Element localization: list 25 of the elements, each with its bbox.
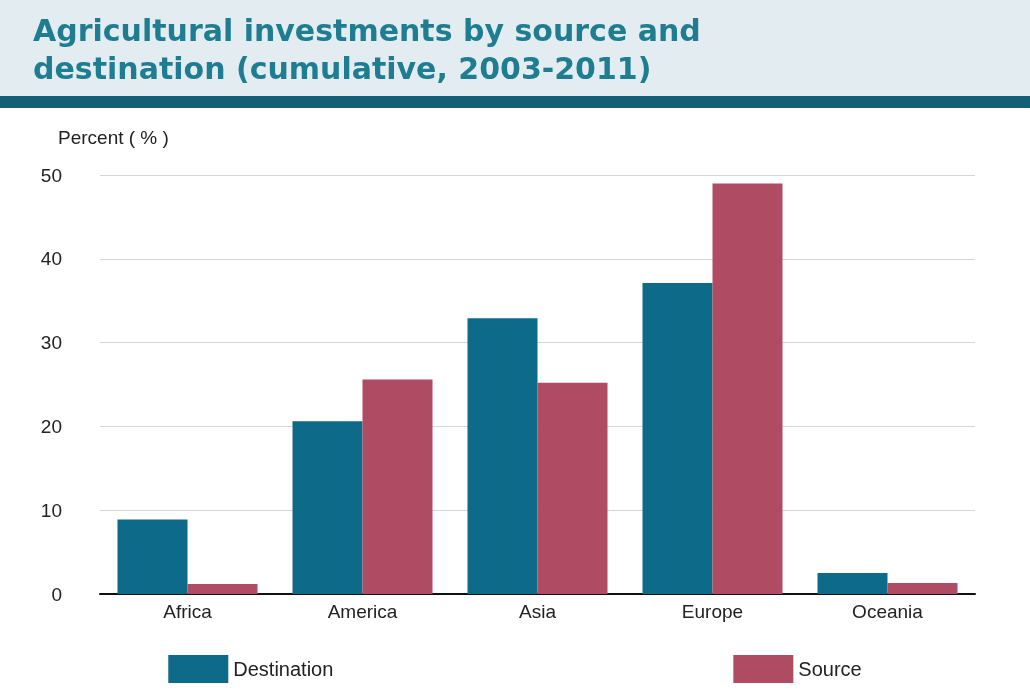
x-tick-label: Europe xyxy=(681,601,744,622)
y-tick-label: 40 xyxy=(40,248,62,270)
bar xyxy=(712,183,783,594)
y-axis-title: Percent ( % ) xyxy=(58,127,169,148)
y-tick-label: 0 xyxy=(51,583,62,605)
x-tick-label: America xyxy=(327,601,398,622)
legend-label: Destination xyxy=(233,658,334,680)
bar xyxy=(362,379,433,594)
bar xyxy=(292,421,363,594)
bar xyxy=(467,318,538,594)
bar xyxy=(887,583,958,594)
x-tick-label: Africa xyxy=(163,601,213,622)
y-tick-label: 30 xyxy=(40,332,62,354)
legend-label: Source xyxy=(798,658,862,680)
bar xyxy=(117,519,188,594)
y-tick-label: 50 xyxy=(40,164,62,186)
bar xyxy=(817,573,888,594)
x-tick-label: Asia xyxy=(519,601,557,622)
bar xyxy=(537,382,608,594)
y-tick-label: 10 xyxy=(40,499,62,521)
bar xyxy=(187,583,258,594)
y-tick-label: 20 xyxy=(40,415,62,437)
bar xyxy=(642,283,713,594)
x-tick-label: Oceania xyxy=(852,601,924,622)
chart-title: Agricultural investments by source and destination (cumulative, 2003-2011) xyxy=(33,12,701,86)
